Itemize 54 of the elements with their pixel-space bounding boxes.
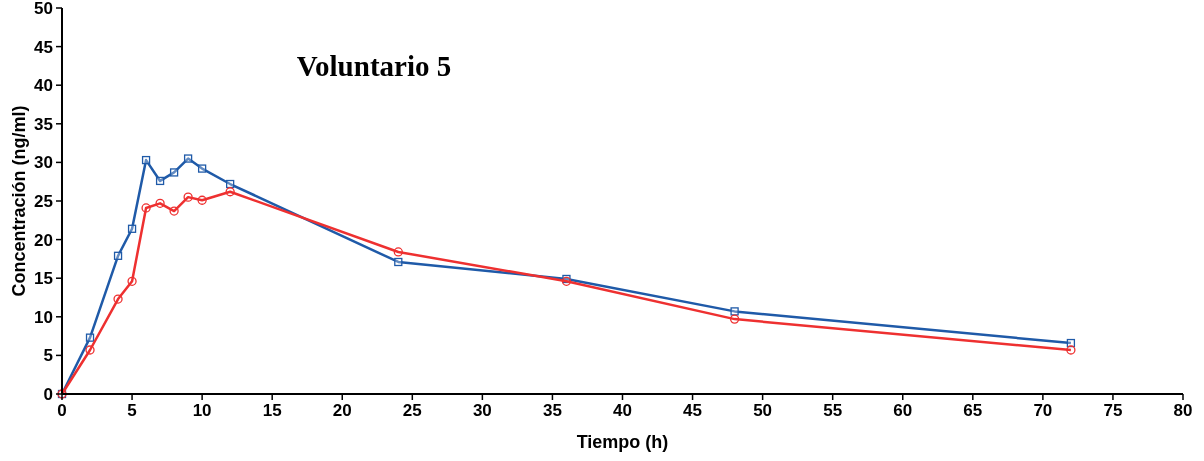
point [85,345,95,355]
x-tick-label: 65 [963,401,983,420]
point [169,168,179,177]
point [169,206,179,216]
point [155,176,165,186]
x-tick-label: 70 [1033,401,1053,420]
point [729,314,740,324]
x-tick-label: 50 [753,401,773,420]
point [394,257,403,267]
y-tick-label: 15 [34,269,53,289]
x-tick-label: 20 [332,401,352,420]
x-tick-label: 80 [1173,401,1193,420]
y-tick-label: 40 [34,76,53,96]
point [197,164,207,173]
point [141,203,151,213]
point [1066,345,1076,355]
y-axis-title: Concentración (ng/ml) [9,105,29,297]
x-tick-label: 45 [683,401,703,420]
point [183,154,193,163]
point [113,294,123,304]
x-tick-label: 40 [613,401,632,420]
x-tick-label: 35 [542,401,562,420]
x-tick-label: 0 [57,401,67,420]
y-tick-label: 20 [34,230,53,250]
x-axis-title: Tiempo (h) [576,432,669,452]
point [393,247,403,257]
point [226,179,235,189]
point [225,187,235,197]
point [197,195,207,205]
point [730,307,739,316]
x-tick-label: 30 [472,401,492,420]
x-tick-label: 5 [127,401,137,420]
point [85,333,95,342]
x-tick-label: 15 [262,401,282,420]
point [155,198,165,208]
y-tick-label: 0 [43,385,53,404]
y-tick-label: 5 [43,346,53,366]
text: Voluntario 5 [296,50,452,82]
y-tick-label: 35 [34,114,53,134]
x-tick-label: 75 [1103,401,1123,420]
x-tick-label: 25 [402,401,422,420]
y-tick-label: 50 [34,0,53,18]
y-tick-label: 45 [34,37,53,57]
y-tick-label: 10 [34,307,53,327]
point [113,251,123,260]
point [127,224,137,233]
x-tick-label: 60 [893,401,913,420]
x-tick-label: 55 [823,401,843,420]
y-tick-label: 30 [34,153,53,173]
point [183,192,193,202]
point [127,276,137,286]
point [141,155,151,165]
x-tick-label: 10 [192,401,212,420]
y-tick-label: 25 [34,192,53,211]
